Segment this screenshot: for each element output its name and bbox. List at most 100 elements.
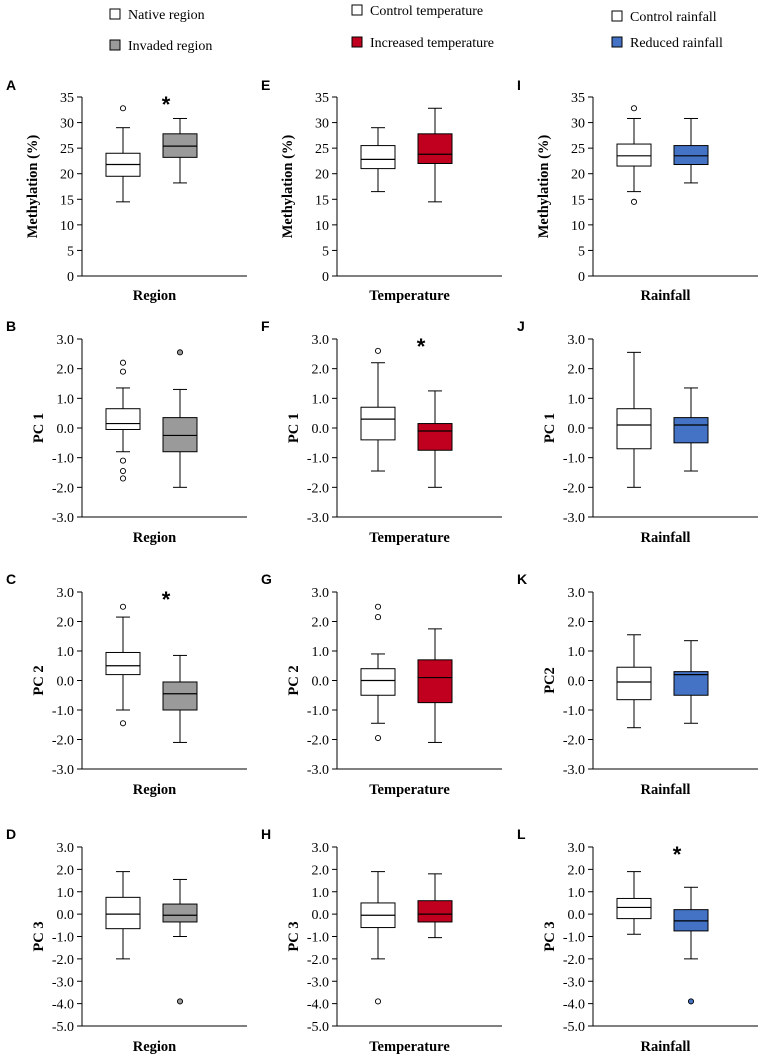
box-iqr	[105, 896, 141, 930]
y-tick-label: 20	[571, 168, 585, 183]
outlier-point	[374, 347, 382, 354]
x-axis-title: Temperature	[369, 288, 450, 304]
y-axis-title: PC 1	[542, 413, 558, 443]
legend-swatch	[109, 8, 121, 20]
y-axis-title: Methylation (%)	[280, 135, 296, 239]
y-tick-label: 3.0	[312, 586, 330, 601]
y-tick-label: -3.0	[563, 511, 585, 526]
y-tick-label: 30	[60, 117, 74, 132]
panel-letter: D	[6, 826, 16, 842]
y-tick-label: -4.0	[307, 998, 329, 1013]
outlier-point	[119, 475, 127, 482]
y-tick-label: -5.0	[52, 1020, 74, 1035]
box-treatment	[417, 107, 453, 203]
y-tick-label: 2.0	[312, 616, 330, 631]
y-tick-label: 1.0	[568, 392, 586, 407]
y-tick-label: 3.0	[568, 841, 586, 856]
box-iqr	[360, 145, 396, 170]
panel-letter: F	[261, 318, 270, 334]
box-treatment	[162, 878, 198, 1005]
box-iqr	[162, 681, 198, 711]
outlier-point	[119, 105, 127, 112]
box-iqr	[673, 417, 709, 444]
x-axis-title: Region	[133, 782, 177, 798]
y-tick-label: 0.0	[312, 908, 330, 923]
legend-2: Control temperature Increased temperature	[351, 4, 494, 51]
y-axis-title: PC2	[542, 667, 558, 694]
box-treatment	[673, 117, 709, 184]
box-treatment	[417, 628, 453, 743]
y-tick-label: -2.0	[52, 953, 74, 968]
outlier-point	[119, 359, 127, 366]
significance-star: *	[162, 587, 171, 612]
y-tick-label: 20	[315, 168, 329, 183]
y-tick-label: 1.0	[568, 645, 586, 660]
panel-letter: B	[6, 318, 16, 334]
box-control	[360, 347, 396, 472]
box-control	[360, 127, 396, 193]
y-tick-label: 0.0	[312, 422, 330, 437]
panel-letter: C	[6, 571, 16, 587]
box-treatment	[162, 654, 198, 743]
outlier-point	[630, 198, 638, 205]
y-tick-label: -1.0	[307, 452, 329, 467]
y-axis-title: PC 3	[31, 921, 47, 951]
box-iqr	[360, 406, 396, 441]
y-tick-label: 25	[60, 142, 74, 157]
y-tick-label: -1.0	[52, 931, 74, 946]
y-axis-title: PC 3	[542, 921, 558, 951]
y-tick-label: 1.0	[312, 392, 330, 407]
box-iqr	[673, 671, 709, 696]
outlier-point	[176, 349, 184, 356]
legend-swatch	[351, 4, 363, 16]
y-tick-label: -1.0	[563, 931, 585, 946]
y-tick-label: -2.0	[563, 953, 585, 968]
y-tick-label: 0.0	[57, 908, 75, 923]
box-control	[616, 634, 652, 729]
box-iqr	[417, 133, 453, 164]
box-treatment	[673, 886, 709, 1005]
y-tick-label: -2.0	[307, 734, 329, 749]
legend-swatch	[109, 39, 121, 51]
panel-letter: J	[517, 318, 525, 334]
y-tick-label: 35	[315, 91, 329, 106]
box-control	[616, 351, 652, 488]
y-tick-label: -2.0	[52, 481, 74, 496]
y-tick-label: 35	[571, 91, 585, 106]
outlier-point	[374, 603, 382, 610]
y-tick-label: 15	[60, 193, 74, 208]
y-tick-label: -1.0	[52, 452, 74, 467]
outlier-point	[687, 998, 695, 1005]
box-iqr	[105, 408, 141, 430]
y-tick-label: -2.0	[307, 953, 329, 968]
y-tick-label: -1.0	[563, 452, 585, 467]
outlier-point	[176, 998, 184, 1005]
box-iqr	[360, 668, 396, 696]
y-axis-title: Methylation (%)	[25, 135, 41, 239]
legend-label: Control temperature	[370, 4, 483, 19]
y-tick-label: 5	[322, 244, 329, 259]
y-tick-label: -3.0	[52, 975, 74, 990]
y-tick-label: 5	[67, 244, 74, 259]
box-iqr	[616, 666, 652, 701]
y-axis-title: PC 2	[286, 665, 302, 695]
y-tick-label: 0	[578, 270, 585, 285]
panel-A: A 0 5 10 15 20 25 30 35 Methylation (%) Region *	[6, 77, 247, 304]
y-tick-label: 25	[315, 142, 329, 157]
panel-J: J -3.0 -2.0 -1.0 0.0 1.0 2.0 3.0 PC 1 Rainfall	[517, 318, 758, 546]
box-iqr	[162, 417, 198, 453]
y-tick-label: -3.0	[307, 511, 329, 526]
box-treatment	[417, 390, 453, 488]
box-control	[105, 871, 141, 960]
y-tick-label: 0.0	[568, 422, 586, 437]
y-tick-label: 0.0	[312, 675, 330, 690]
x-axis-title: Rainfall	[641, 288, 691, 304]
y-tick-label: 3.0	[312, 333, 330, 348]
y-tick-label: -5.0	[563, 1020, 585, 1035]
y-tick-label: -2.0	[307, 481, 329, 496]
x-axis-title: Region	[133, 1039, 177, 1055]
y-axis-title: PC 1	[286, 413, 302, 443]
panel-D: D -5.0 -4.0 -3.0 -2.0 -1.0 0.0 1.0 2.0 3.0 PC 3 Reg…	[6, 826, 247, 1055]
box-iqr	[417, 423, 453, 451]
